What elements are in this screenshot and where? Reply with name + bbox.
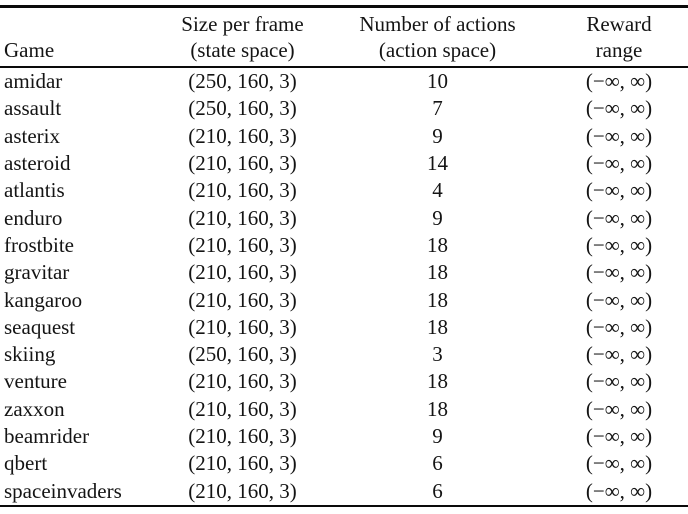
game-name-cell: zaxxon — [4, 396, 65, 421]
state-space-cell: (210, 160, 3) — [188, 369, 297, 394]
game-name-cell: venture — [4, 369, 67, 394]
reward-range-cell: (−∞, ∞) — [585, 287, 653, 312]
column-header-reward-range-line2: range — [595, 38, 643, 62]
atari-games-table: Game Size per frame (state space) Number… — [0, 5, 688, 507]
state-space-cell: (250, 160, 3) — [188, 69, 297, 94]
state-space-cell: (210, 160, 3) — [188, 314, 297, 339]
table-row: assault (250, 160, 3) 7 (−∞, ∞) — [0, 95, 688, 122]
table-row: spaceinvaders (210, 160, 3) 6 (−∞, ∞) — [0, 477, 688, 505]
action-count-cell: 7 — [432, 96, 443, 121]
reward-range-cell: (−∞, ∞) — [585, 451, 653, 476]
table-row: kangaroo (210, 160, 3) 18 (−∞, ∞) — [0, 286, 688, 313]
table-row: zaxxon (210, 160, 3) 18 (−∞, ∞) — [0, 396, 688, 423]
game-name-cell: assault — [4, 96, 62, 121]
reward-range-cell: (−∞, ∞) — [585, 314, 653, 339]
column-header-game: Game — [0, 6, 160, 68]
reward-range-cell: (−∞, ∞) — [585, 478, 653, 503]
state-space-cell: (210, 160, 3) — [188, 123, 297, 148]
state-space-cell: (210, 160, 3) — [188, 151, 297, 176]
game-name-cell: spaceinvaders — [4, 478, 122, 503]
game-name-cell: skiing — [4, 342, 56, 367]
game-name-cell: kangaroo — [4, 287, 83, 312]
reward-range-cell: (−∞, ∞) — [585, 178, 653, 203]
game-name-cell: amidar — [4, 69, 63, 94]
reward-range-cell: (−∞, ∞) — [585, 69, 653, 94]
state-space-cell: (250, 160, 3) — [188, 342, 297, 367]
game-name-cell: qbert — [4, 451, 48, 476]
action-count-cell: 6 — [432, 478, 443, 503]
reward-range-cell: (−∞, ∞) — [585, 369, 653, 394]
state-space-cell: (210, 160, 3) — [188, 451, 297, 476]
state-space-cell: (250, 160, 3) — [188, 96, 297, 121]
header-row: Game Size per frame (state space) Number… — [0, 6, 688, 68]
column-header-reward-range: Reward range — [550, 6, 688, 68]
column-header-state-space: Size per frame (state space) — [160, 6, 325, 68]
reward-range-cell: (−∞, ∞) — [585, 151, 653, 176]
reward-range-cell: (−∞, ∞) — [585, 396, 653, 421]
state-space-cell: (210, 160, 3) — [188, 396, 297, 421]
action-count-cell: 18 — [427, 287, 448, 312]
action-count-cell: 14 — [427, 151, 448, 176]
table-row: skiing (250, 160, 3) 3 (−∞, ∞) — [0, 341, 688, 368]
action-count-cell: 6 — [432, 451, 443, 476]
table-body: amidar (250, 160, 3) 10 (−∞, ∞) assault … — [0, 67, 688, 506]
action-count-cell: 18 — [427, 232, 448, 257]
game-name-cell: gravitar — [4, 260, 70, 285]
column-header-action-space: Number of actions (action space) — [325, 6, 550, 68]
action-count-cell: 10 — [427, 69, 448, 94]
state-space-cell: (210, 160, 3) — [188, 287, 297, 312]
column-header-action-space-line1: Number of actions — [359, 12, 516, 36]
state-space-cell: (210, 160, 3) — [188, 232, 297, 257]
state-space-cell: (210, 160, 3) — [188, 178, 297, 203]
table-row: asterix (210, 160, 3) 9 (−∞, ∞) — [0, 123, 688, 150]
state-space-cell: (210, 160, 3) — [188, 205, 297, 230]
game-name-cell: beamrider — [4, 424, 90, 448]
game-name-cell: seaquest — [4, 314, 76, 339]
column-header-state-space-line1: Size per frame — [181, 12, 304, 36]
table-row: amidar (250, 160, 3) 10 (−∞, ∞) — [0, 67, 688, 95]
reward-range-cell: (−∞, ∞) — [585, 96, 653, 121]
action-count-cell: 9 — [432, 205, 443, 230]
action-count-cell: 3 — [432, 342, 443, 367]
game-name-cell: enduro — [4, 205, 63, 230]
action-count-cell: 18 — [427, 369, 448, 394]
action-count-cell: 18 — [427, 260, 448, 285]
action-count-cell: 9 — [432, 424, 443, 448]
action-count-cell: 18 — [427, 314, 448, 339]
game-name-cell: asteroid — [4, 151, 71, 176]
state-space-cell: (210, 160, 3) — [188, 424, 297, 448]
table-row: frostbite (210, 160, 3) 18 (−∞, ∞) — [0, 232, 688, 259]
table-row: venture (210, 160, 3) 18 (−∞, ∞) — [0, 368, 688, 395]
table-row: gravitar (210, 160, 3) 18 (−∞, ∞) — [0, 259, 688, 286]
column-header-state-space-line2: (state space) — [190, 38, 295, 62]
reward-range-cell: (−∞, ∞) — [585, 342, 653, 367]
reward-range-cell: (−∞, ∞) — [585, 205, 653, 230]
game-name-cell: frostbite — [4, 232, 74, 257]
column-header-reward-range-line1: Reward — [586, 12, 652, 36]
reward-range-cell: (−∞, ∞) — [585, 232, 653, 257]
action-count-cell: 18 — [427, 396, 448, 421]
table-row: enduro (210, 160, 3) 9 (−∞, ∞) — [0, 204, 688, 231]
state-space-cell: (210, 160, 3) — [188, 260, 297, 285]
reward-range-cell: (−∞, ∞) — [585, 260, 653, 285]
table-header: Game Size per frame (state space) Number… — [0, 6, 688, 68]
column-header-action-space-line2: (action space) — [378, 38, 497, 62]
table-row: seaquest (210, 160, 3) 18 (−∞, ∞) — [0, 314, 688, 341]
reward-range-cell: (−∞, ∞) — [585, 424, 653, 448]
table-row: qbert (210, 160, 3) 6 (−∞, ∞) — [0, 450, 688, 477]
table-row: atlantis (210, 160, 3) 4 (−∞, ∞) — [0, 177, 688, 204]
state-space-cell: (210, 160, 3) — [188, 478, 297, 503]
table-row: beamrider (210, 160, 3) 9 (−∞, ∞) — [0, 423, 688, 450]
table-row: asteroid (210, 160, 3) 14 (−∞, ∞) — [0, 150, 688, 177]
action-count-cell: 9 — [432, 123, 443, 148]
reward-range-cell: (−∞, ∞) — [585, 123, 653, 148]
action-count-cell: 4 — [432, 178, 443, 203]
game-name-cell: asterix — [4, 123, 60, 148]
game-name-cell: atlantis — [4, 178, 65, 203]
